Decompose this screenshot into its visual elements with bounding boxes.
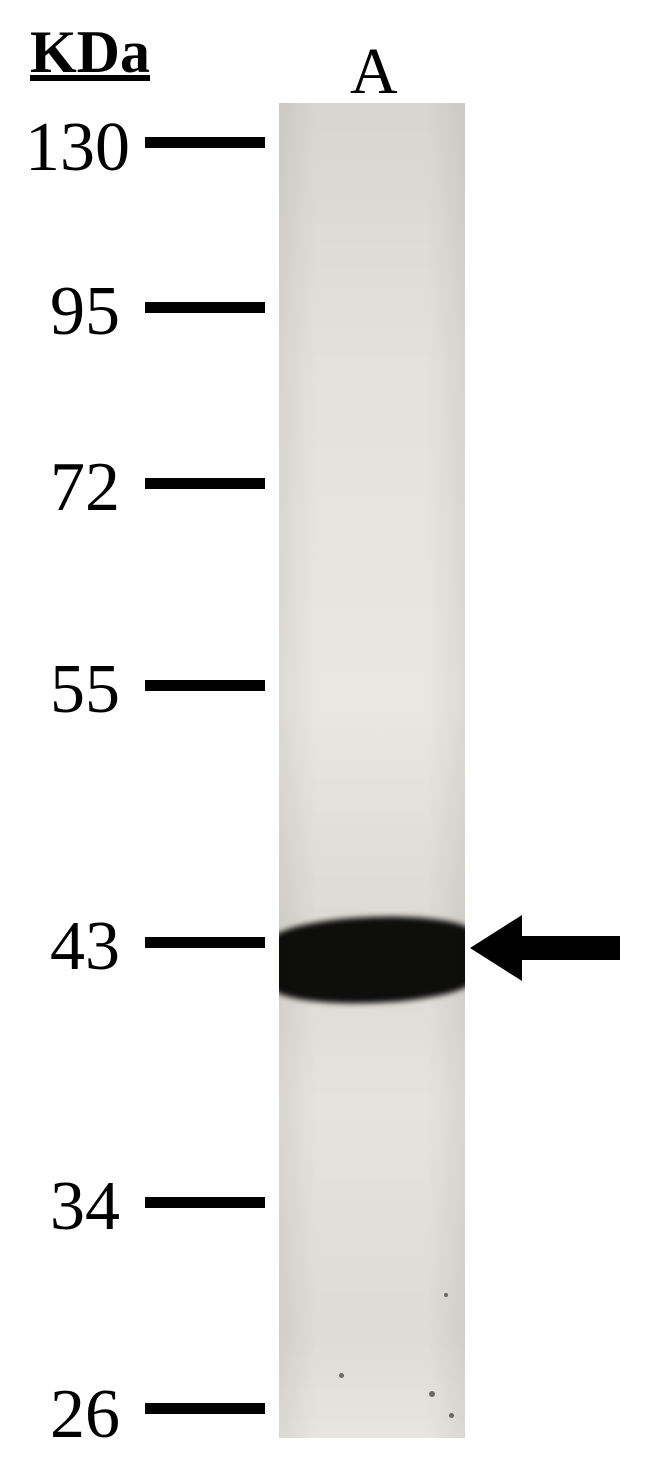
tick-mark <box>145 137 265 148</box>
band-indicator-arrow <box>470 915 620 981</box>
western-blot-figure: KDa 130 95 72 55 43 34 26 A <box>0 0 650 1467</box>
tick-mark <box>145 937 265 948</box>
tick-mark <box>145 478 265 489</box>
tick-mark <box>145 1403 265 1414</box>
arrow-icon <box>470 915 620 981</box>
blot-lane-a <box>279 103 465 1438</box>
mw-label-26: 26 <box>50 1375 120 1455</box>
tick-mark <box>145 680 265 691</box>
tick-mark <box>145 302 265 313</box>
tick-mark <box>145 1197 265 1208</box>
mw-label-130: 130 <box>25 108 130 188</box>
kda-unit-header: KDa <box>30 18 150 87</box>
mw-label-43: 43 <box>50 907 120 987</box>
lane-a-label: A <box>350 34 398 110</box>
mw-label-95: 95 <box>50 272 120 352</box>
mw-label-72: 72 <box>50 448 120 528</box>
mw-label-55: 55 <box>50 650 120 730</box>
mw-label-34: 34 <box>50 1167 120 1247</box>
